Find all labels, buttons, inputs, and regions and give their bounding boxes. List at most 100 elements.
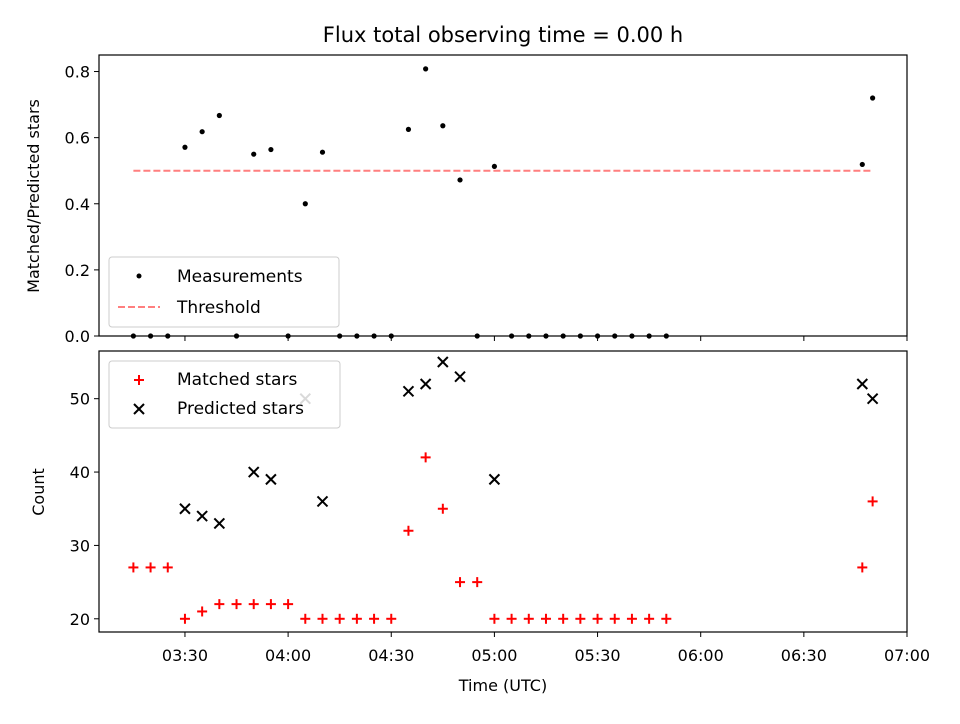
top-axes-frame	[98, 54, 908, 337]
predicted-star-point	[179, 503, 191, 515]
legend-measurements-label: Measurements	[177, 267, 303, 287]
matched-star-point	[489, 613, 500, 624]
measurement-point	[859, 161, 865, 168]
bottom-ytick-label: 40	[70, 463, 90, 482]
legend-matched-marker	[134, 375, 144, 385]
matched-star-point	[265, 599, 276, 610]
bottom-axes-frame	[98, 350, 908, 633]
chart-title: Flux total observing time = 0.00 h	[323, 23, 683, 47]
matched-star-point	[857, 562, 868, 573]
matched-star-point	[455, 577, 466, 588]
predicted-star-point	[454, 370, 466, 383]
matched-star-point	[575, 613, 586, 624]
measurement-point	[182, 144, 188, 150]
bottom-xtick-label: 06:30	[781, 646, 827, 665]
matched-star-point	[351, 613, 362, 624]
legend-threshold-label: Threshold	[176, 298, 261, 318]
matched-star-point	[506, 613, 517, 624]
top-ytick-label: 0.4	[65, 195, 90, 214]
top-ytick-label: 0.6	[65, 129, 90, 148]
predicted-star-point	[248, 466, 260, 478]
matched-star-point	[214, 599, 225, 610]
predicted-star-point	[419, 378, 432, 390]
matched-star-point	[558, 613, 569, 624]
matched-star-point	[644, 613, 655, 624]
bottom-marks	[128, 356, 879, 624]
top-ticks: 0.0 0.2 0.4 0.6 0.8	[65, 63, 908, 346]
measurement-point	[440, 123, 446, 129]
bottom-legend-box	[108, 360, 341, 429]
top-ytick-label: 0.8	[65, 63, 90, 82]
matched-star-point	[609, 613, 620, 624]
predicted-star-point	[316, 495, 329, 508]
measurement-point	[423, 66, 429, 72]
bottom-xtick-label: 05:00	[471, 646, 517, 665]
matched-star-point	[162, 562, 173, 573]
bottom-xlabel: Time (UTC)	[458, 676, 547, 695]
matched-star-point	[523, 613, 534, 624]
matched-star-point	[179, 613, 190, 624]
measurement-point	[319, 149, 326, 155]
matched-star-point	[403, 525, 414, 536]
measurement-point	[199, 129, 205, 135]
matched-star-point	[369, 613, 380, 624]
bottom-legend: Matched stars Predicted stars	[108, 360, 341, 429]
predicted-star-point	[856, 378, 869, 390]
bottom-ticks: 20 30 40 50 03:30 04:00 04:30 05:00 05:30 06:00 06…	[70, 390, 930, 665]
matched-star-point	[300, 613, 311, 624]
bottom-xtick-label: 04:00	[265, 646, 311, 665]
bottom-xtick-label: 06:00	[678, 646, 724, 665]
matched-star-point	[248, 599, 259, 610]
top-ylabel: Matched/Predicted stars	[24, 99, 43, 293]
legend-predicted-label: Predicted stars	[177, 399, 304, 419]
matched-star-point	[420, 452, 431, 463]
measurement-point	[870, 95, 876, 101]
measurement-point	[405, 126, 412, 132]
matched-star-point	[283, 599, 294, 610]
top-legend: Measurements Threshold	[108, 256, 340, 328]
measurement-point	[302, 201, 308, 207]
predicted-star-point	[437, 356, 449, 368]
predicted-star-point	[402, 385, 415, 398]
bottom-ytick-label: 20	[70, 610, 90, 629]
predicted-star-point	[866, 392, 879, 405]
top-panel: 0.00.20.40.60.8 Matched/Predicted stars …	[24, 54, 908, 346]
top-ytick-label: 0.0	[65, 327, 90, 346]
matched-star-point	[334, 613, 345, 624]
top-legend-box	[108, 256, 340, 328]
measurement-point	[216, 112, 222, 119]
matched-star-point	[231, 599, 242, 610]
predicted-star-point	[488, 473, 501, 486]
measurement-point	[491, 163, 498, 170]
matched-star-point	[197, 606, 208, 617]
matched-star-point	[128, 562, 139, 573]
predicted-star-point	[196, 510, 208, 522]
predicted-star-point	[265, 473, 277, 486]
legend-predicted-marker	[133, 403, 145, 415]
matched-star-point	[145, 562, 156, 573]
top-marks	[130, 66, 876, 339]
legend-measurements-marker	[136, 273, 142, 279]
bottom-ytick-label: 30	[70, 536, 90, 555]
matched-star-point	[386, 613, 397, 624]
bottom-ytick-label: 50	[70, 390, 90, 409]
predicted-star-point	[213, 517, 226, 530]
matched-star-point	[661, 613, 672, 624]
legend-matched-label: Matched stars	[177, 370, 297, 390]
bottom-xtick-label: 05:30	[574, 646, 620, 665]
bottom-xtick-label: 07:00	[884, 646, 930, 665]
measurement-point	[268, 146, 274, 153]
bottom-panel: 20 30 40 50 03:30 04:00 04:30 05:00 05:30 06:00 06…	[29, 350, 930, 695]
matched-star-point	[472, 577, 483, 588]
matched-star-point	[867, 496, 878, 507]
top-ytick-label: 0.2	[65, 261, 90, 280]
matched-star-point	[317, 613, 328, 624]
bottom-xtick-label: 04:30	[368, 646, 414, 665]
matched-star-point	[540, 613, 551, 624]
matched-star-point	[437, 503, 448, 514]
bottom-ylabel: Count	[29, 468, 48, 516]
measurement-point	[457, 177, 463, 183]
measurement-point	[251, 151, 257, 157]
